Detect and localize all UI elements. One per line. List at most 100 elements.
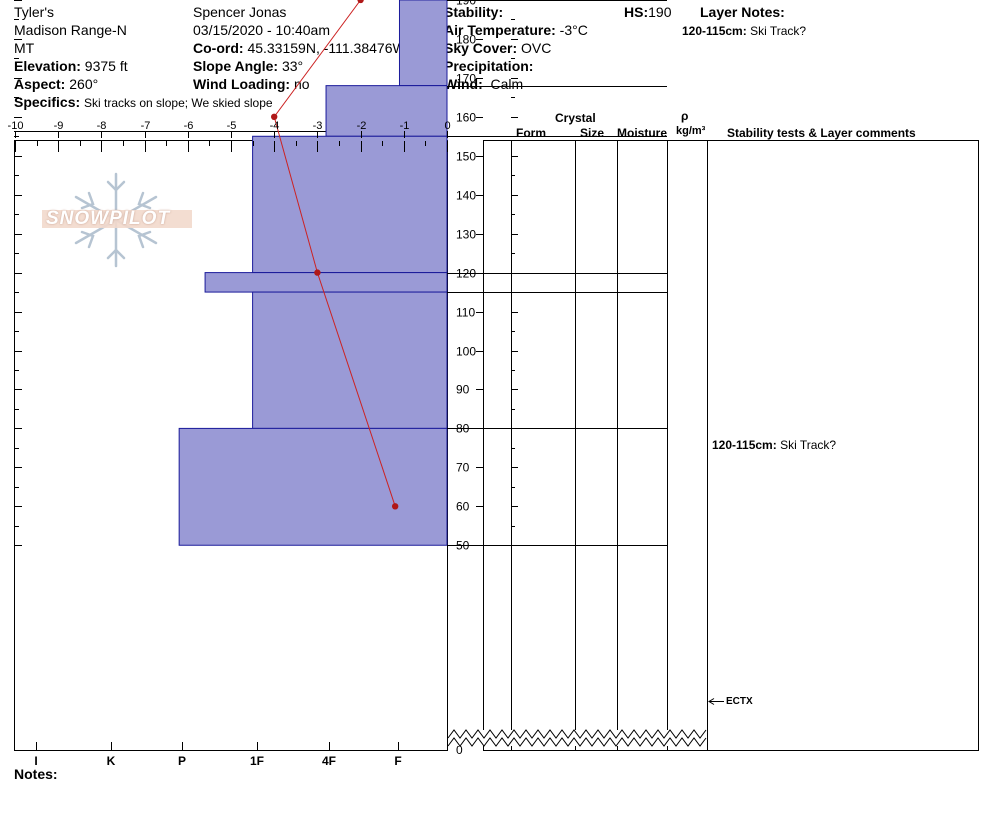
height-tick-label-110: 110 bbox=[456, 306, 475, 320]
temperature-point-160 bbox=[271, 113, 278, 121]
observation-site: Tyler's bbox=[14, 4, 55, 20]
height-tick-label-180: 180 bbox=[456, 33, 476, 47]
height-tick-label-160: 160 bbox=[456, 111, 476, 125]
layer-comment-range: 120-115cm: bbox=[712, 438, 777, 452]
hardness-label-4: 4F bbox=[322, 754, 336, 768]
height-tick-label-60: 60 bbox=[456, 500, 470, 514]
layer-note-row: 120-115cm: Ski Track? bbox=[682, 23, 806, 39]
observation-datetime: 03/15/2020 - 10:40am bbox=[193, 22, 330, 38]
height-tick-label-50: 50 bbox=[456, 539, 470, 553]
height-tick-label-70: 70 bbox=[456, 461, 470, 475]
hardness-bar-5 bbox=[178, 427, 448, 546]
aspect-row: Aspect: 260° bbox=[14, 76, 98, 92]
wind-loading-value: no bbox=[293, 76, 310, 92]
hardness-label-2: P bbox=[178, 754, 186, 768]
temp-tick-label-8: -2 bbox=[357, 120, 367, 132]
hardness-bar-4 bbox=[252, 291, 448, 429]
precip-label: Precipitation: bbox=[444, 58, 534, 74]
hs-label: HS: bbox=[624, 4, 649, 20]
airtemp-label: Air Temperature: bbox=[444, 22, 556, 38]
wind-label: Wind: bbox=[444, 76, 483, 92]
temp-tick-label-0: -10 bbox=[8, 120, 24, 132]
height-tick-label-130: 130 bbox=[456, 228, 476, 242]
wind-loading-row: Wind Loading: no bbox=[193, 76, 310, 92]
snowflake-icon bbox=[42, 172, 192, 268]
hardness-label-5: F bbox=[394, 754, 401, 768]
temp-tick-label-9: -1 bbox=[400, 120, 410, 132]
skycover-row: Sky Cover: OVC bbox=[444, 40, 551, 56]
snowpilot-logo: SNOWPILOT bbox=[38, 170, 194, 270]
aspect-value: 260° bbox=[69, 76, 99, 92]
temp-tick-label-6: -4 bbox=[270, 120, 280, 132]
snowpilot-logo-text: SNOWPILOT bbox=[46, 208, 171, 229]
notes-label: Notes: bbox=[14, 766, 58, 782]
temperature-point-60 bbox=[391, 503, 399, 510]
temperature-point-120 bbox=[314, 269, 321, 276]
slope-label: Slope Angle: bbox=[193, 58, 279, 74]
temp-tick-label-10: 0 bbox=[444, 120, 450, 132]
density-unit-header: kg/m³ bbox=[676, 125, 706, 137]
temp-tick-label-2: -8 bbox=[97, 120, 107, 132]
layer-table-frame bbox=[483, 140, 979, 751]
slope-value: 33° bbox=[281, 58, 304, 74]
skycover-value: OVC bbox=[521, 40, 552, 56]
axis-break-mask bbox=[448, 730, 707, 746]
height-tick-label-190: 190 bbox=[456, 0, 476, 8]
state: MT bbox=[14, 40, 35, 56]
observer-name: Spencer Jonas bbox=[193, 4, 287, 20]
coord-label: Co-ord: bbox=[193, 40, 244, 56]
hardness-bar-3 bbox=[204, 272, 448, 293]
hardness-bar-1 bbox=[325, 85, 448, 137]
layer-note-range: 120-115cm: bbox=[682, 24, 747, 38]
specifics-row: Specifics: Ski tracks on slope; We skied… bbox=[14, 94, 273, 111]
stability-tests-header: Stability tests & Layer comments bbox=[727, 126, 916, 140]
layer-comment-text: Ski Track? bbox=[780, 438, 837, 452]
hardness-label-3: 1F bbox=[250, 754, 264, 768]
airtemp-row: Air Temperature: -3°C bbox=[444, 22, 588, 38]
layer-notes-label: Layer Notes: bbox=[700, 4, 785, 20]
ecx-test-result: ECTX bbox=[726, 696, 753, 707]
hardness-bar-0 bbox=[398, 0, 448, 87]
wind-value: Calm bbox=[490, 76, 524, 92]
ecx-marker-arrow bbox=[708, 698, 715, 705]
temp-tick-label-3: -7 bbox=[141, 120, 151, 132]
temperature-profile-line bbox=[273, 0, 396, 507]
stability-label: Stability: bbox=[444, 4, 504, 20]
elevation-row: Elevation: 9375 ft bbox=[14, 58, 128, 74]
temp-tick-label-1: -9 bbox=[54, 120, 64, 132]
airtemp-value: -3°C bbox=[559, 22, 588, 38]
height-tick-label-90: 90 bbox=[456, 383, 470, 397]
wind-row: Wind: Calm bbox=[444, 76, 523, 92]
height-tick-label-120: 120 bbox=[456, 267, 476, 281]
slope-row: Slope Angle: 33° bbox=[193, 58, 303, 74]
temp-tick-label-5: -5 bbox=[227, 120, 237, 132]
hardness-bar-2 bbox=[252, 135, 448, 274]
mountain-range: Madison Range-N bbox=[14, 22, 127, 38]
height-tick-label-150: 150 bbox=[456, 150, 476, 164]
elevation-label: Elevation: bbox=[14, 58, 81, 74]
hs-row: HS:190 bbox=[624, 4, 671, 20]
elevation-value: 9375 ft bbox=[84, 58, 128, 74]
crystal-header: Crystal bbox=[555, 111, 596, 125]
coord-row: Co-ord: 45.33159N, -111.38476W bbox=[193, 40, 406, 56]
height-tick-label-100: 100 bbox=[456, 345, 476, 359]
axis-break-zigzag-top bbox=[447, 729, 707, 739]
axis-break-zigzag-bottom bbox=[447, 737, 707, 747]
layer-note-text: Ski Track? bbox=[750, 24, 807, 38]
specifics-label: Specifics: bbox=[14, 94, 81, 110]
hardness-label-0: I bbox=[34, 754, 37, 768]
height-tick-label-80: 80 bbox=[456, 422, 470, 436]
aspect-label: Aspect: bbox=[14, 76, 66, 92]
temp-tick-label-7: -3 bbox=[313, 120, 323, 132]
coord-value: 45.33159N, -111.38476W bbox=[247, 40, 406, 56]
layer-comment: 120-115cm: Ski Track? bbox=[712, 437, 836, 453]
density-rho-header: ρ bbox=[681, 109, 689, 123]
height-tick-label-140: 140 bbox=[456, 189, 476, 203]
temperature-point-190 bbox=[357, 0, 364, 4]
height-tick-label-170: 170 bbox=[456, 72, 476, 86]
hs-value: 190 bbox=[648, 4, 672, 20]
specifics-value: Ski tracks on slope; We skied slope bbox=[84, 96, 273, 110]
wind-loading-label: Wind Loading: bbox=[193, 76, 291, 92]
temp-tick-label-4: -6 bbox=[184, 120, 194, 132]
